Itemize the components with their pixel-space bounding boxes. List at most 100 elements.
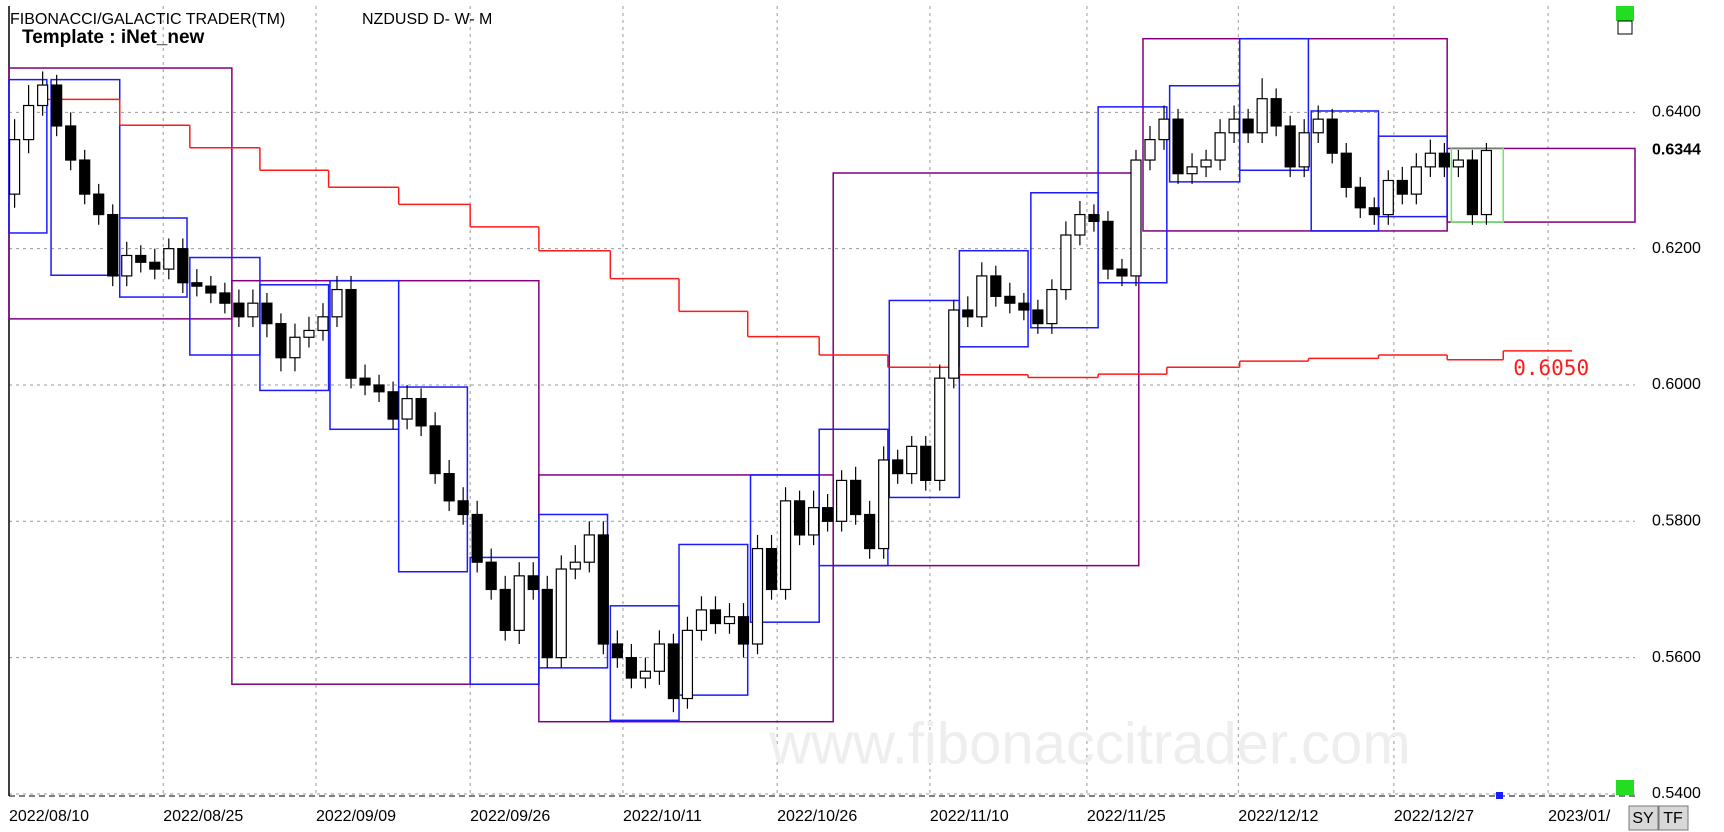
candle-body [850, 479, 862, 516]
candle-body [597, 534, 609, 645]
x-tick-label: 2022/09/26 [470, 808, 550, 825]
candle-body [499, 588, 511, 631]
candle-body [1270, 98, 1282, 127]
candle-body [695, 609, 708, 631]
candle-body [1158, 118, 1170, 141]
candle-body [1312, 118, 1324, 134]
candle-body [303, 329, 315, 338]
box [1238, 37, 1310, 172]
candle-body [751, 547, 764, 645]
box [1377, 135, 1448, 218]
button[interactable] [1658, 805, 1689, 831]
value-label: 0.6050 [1513, 356, 1589, 380]
candle-body [836, 479, 848, 522]
y-tick-label: 0.6400 [1652, 104, 1701, 121]
candle-body [583, 534, 595, 563]
box [8, 78, 48, 234]
candle-body [331, 288, 343, 318]
y-tick-label: 0.5800 [1652, 513, 1701, 530]
candle-body [962, 309, 974, 318]
candle-body [976, 275, 988, 318]
x-tick-label: 2022/10/11 [623, 808, 702, 825]
maximize-icon[interactable] [1617, 20, 1633, 35]
button-label[interactable]: TF [1663, 810, 1683, 827]
candle-body [934, 377, 946, 482]
corner-marker [1616, 6, 1634, 21]
candle-body [779, 500, 792, 591]
y-tick-label: 0.5400 [1652, 785, 1701, 802]
candle-body [373, 384, 385, 393]
candle-body [1340, 152, 1352, 188]
candle-body [387, 391, 399, 420]
candle-body [149, 261, 161, 270]
box [329, 279, 400, 431]
candle-body [1046, 288, 1058, 325]
candle-body [289, 336, 301, 359]
candle-body [681, 629, 694, 700]
candle-body [892, 459, 904, 475]
candle-body [864, 513, 876, 550]
box [397, 386, 469, 573]
candle-body [920, 445, 932, 482]
last-price-label: 0.6344 [1652, 142, 1701, 159]
candle-body [485, 561, 497, 591]
template: Template : iNet_new [22, 27, 205, 48]
candle-body [822, 507, 834, 522]
candle-body [177, 248, 189, 284]
x-tick-label: 2022/11/10 [930, 808, 1009, 825]
candle-body [51, 84, 63, 127]
scroll-marker [1496, 792, 1503, 799]
candle-body [9, 138, 21, 195]
candle-body [1214, 132, 1226, 161]
candle-body [457, 500, 469, 516]
button[interactable] [1628, 805, 1659, 831]
candle-body [401, 398, 413, 420]
box [832, 172, 1140, 567]
candle-body [205, 285, 217, 294]
candle-body [79, 159, 91, 195]
chart-title: FIBONACCI/GALACTIC TRADER(TM) [10, 11, 285, 28]
candle-body [541, 588, 553, 659]
candle-body [709, 609, 722, 625]
candle-body [275, 323, 287, 359]
y-tick-label: 0.6200 [1652, 240, 1701, 257]
candle-body [667, 643, 680, 700]
candle-body [317, 316, 329, 332]
candle-body [1102, 220, 1114, 270]
candle-body [611, 643, 623, 659]
candle-body [1368, 207, 1380, 216]
box [888, 299, 961, 499]
candle-body [1256, 98, 1268, 134]
candle-body [1116, 268, 1128, 277]
candle-body [1228, 118, 1240, 134]
candle-body [1452, 159, 1464, 168]
candle-body [990, 275, 1002, 297]
box [1097, 106, 1168, 284]
candle-body [1424, 152, 1436, 168]
x-tick-label: 2022/12/12 [1238, 808, 1318, 825]
candle-body [191, 282, 203, 287]
button-label[interactable]: SY [1632, 810, 1654, 827]
candle-body [1186, 166, 1198, 175]
candle-body [793, 500, 806, 536]
candle-body [1438, 152, 1450, 168]
x-tick-label: 2022/10/26 [777, 808, 857, 825]
candle-body [1200, 159, 1212, 168]
candle-body [1396, 179, 1408, 195]
candle-body [443, 472, 455, 502]
box [1450, 147, 1504, 223]
corner-marker [1616, 780, 1634, 795]
candle-body [878, 459, 890, 550]
candle-body [653, 643, 666, 672]
candle-body [107, 213, 119, 277]
candle-body [471, 513, 483, 563]
candle-body [906, 445, 918, 475]
candle-body [1088, 213, 1100, 222]
price-label-bg [1646, 139, 1718, 162]
candle-body [1032, 309, 1044, 325]
box [958, 249, 1029, 348]
candle-body [1130, 159, 1142, 277]
candle-body [429, 425, 441, 475]
candle-body [1480, 149, 1493, 216]
